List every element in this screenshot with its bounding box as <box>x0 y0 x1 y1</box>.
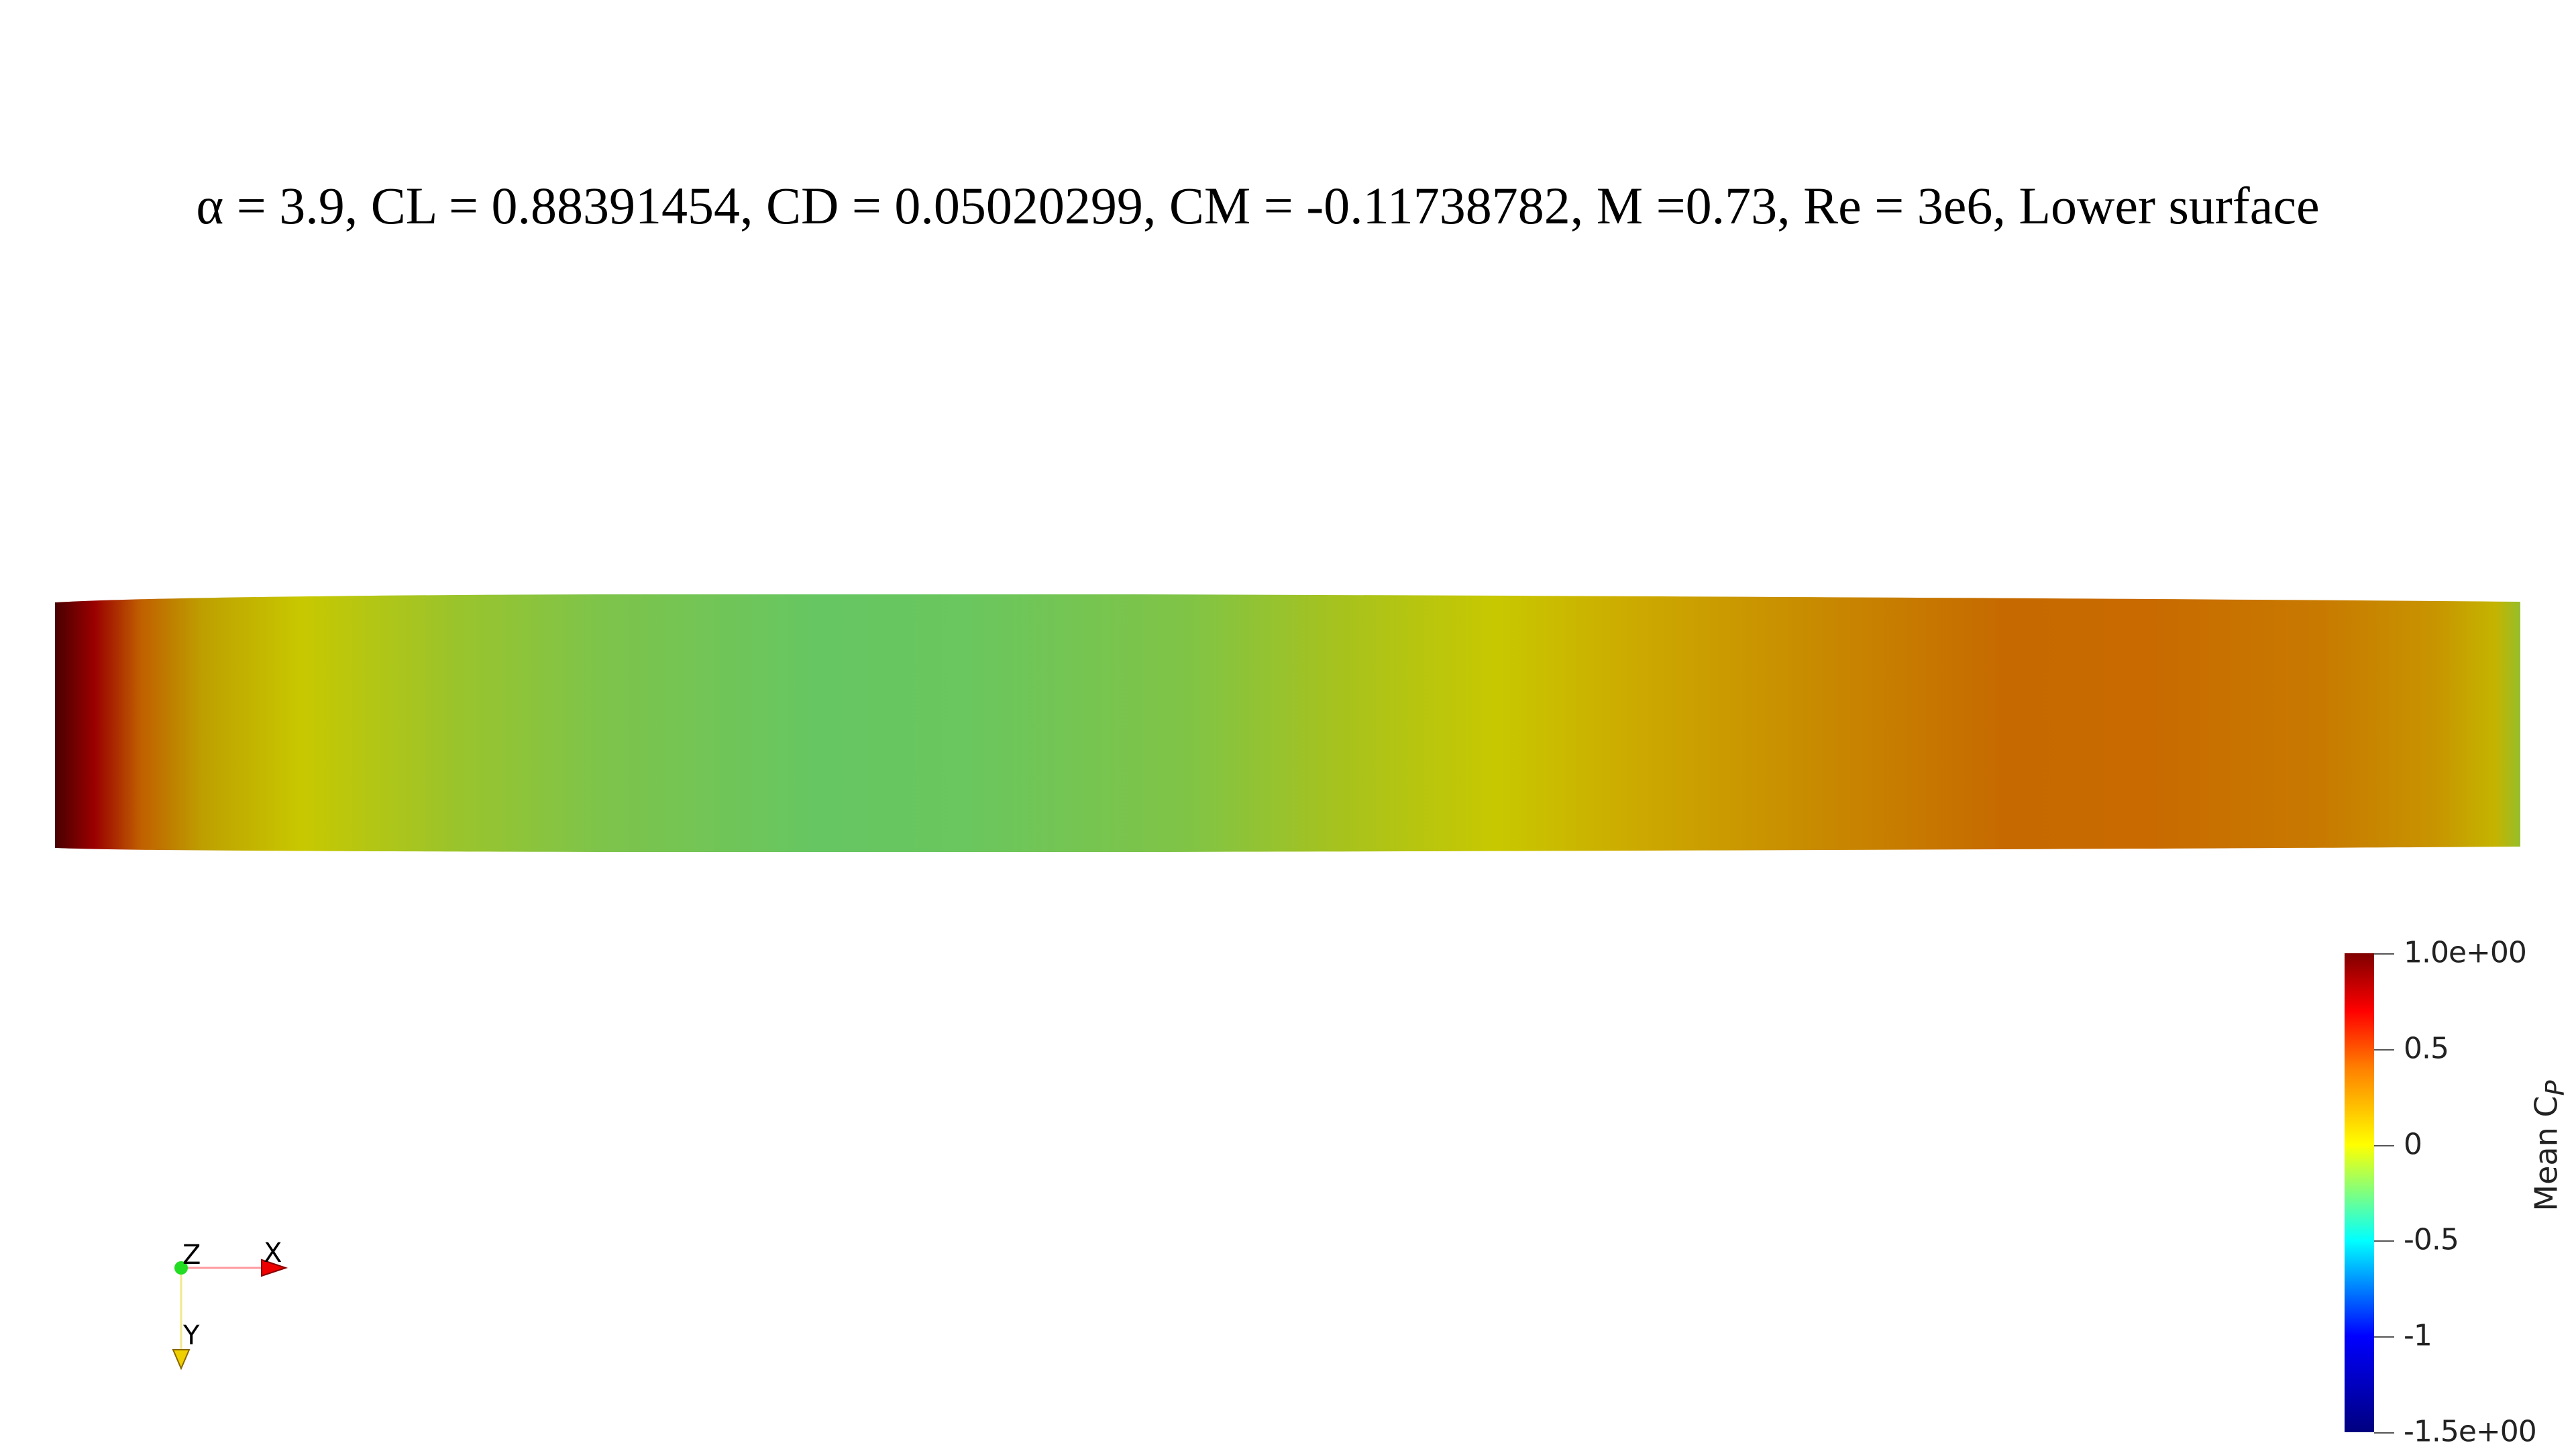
colorbar-title-sub: P <box>2540 1080 2571 1096</box>
orientation-axes <box>172 1258 288 1371</box>
colorbar-tick <box>2374 1432 2394 1434</box>
colorbar-tick <box>2374 1336 2394 1338</box>
colorbar-ramp <box>2345 953 2374 1432</box>
colorbar-tick-label: 1.0e+00 <box>2404 935 2527 970</box>
colorbar-tick-label: -1.5e+00 <box>2404 1414 2537 1449</box>
z-axis-label: Z <box>182 1240 201 1271</box>
y-axis-arrow-icon <box>172 1349 191 1371</box>
z-axis-dot-icon <box>174 1261 188 1275</box>
colorbar: 1.0e+00 0.5 0 -0.5 -1 -1.5e+00 <box>2345 935 2537 1448</box>
colorbar-tick <box>2374 1144 2394 1146</box>
colorbar-tick-label: -0.5 <box>2404 1222 2459 1257</box>
colorbar-tick <box>2374 953 2394 955</box>
colorbar-title-main: Mean C <box>2528 1095 2565 1212</box>
colorbar-tick-label: -1 <box>2404 1318 2432 1353</box>
colorbar-tick <box>2374 1049 2394 1051</box>
plot-title: α = 3.9, CL = 0.88391454, CD = 0.0502029… <box>196 176 2320 235</box>
x-axis-label: X <box>264 1238 282 1269</box>
colorbar-title: Mean CP <box>2528 1080 2570 1211</box>
colorbar-tick <box>2374 1240 2394 1242</box>
colorbar-tick-label: 0 <box>2404 1127 2422 1162</box>
y-axis-label: Y <box>183 1320 200 1351</box>
x-axis-arrow-icon <box>261 1258 288 1277</box>
colorbar-tick-label: 0.5 <box>2404 1031 2449 1066</box>
